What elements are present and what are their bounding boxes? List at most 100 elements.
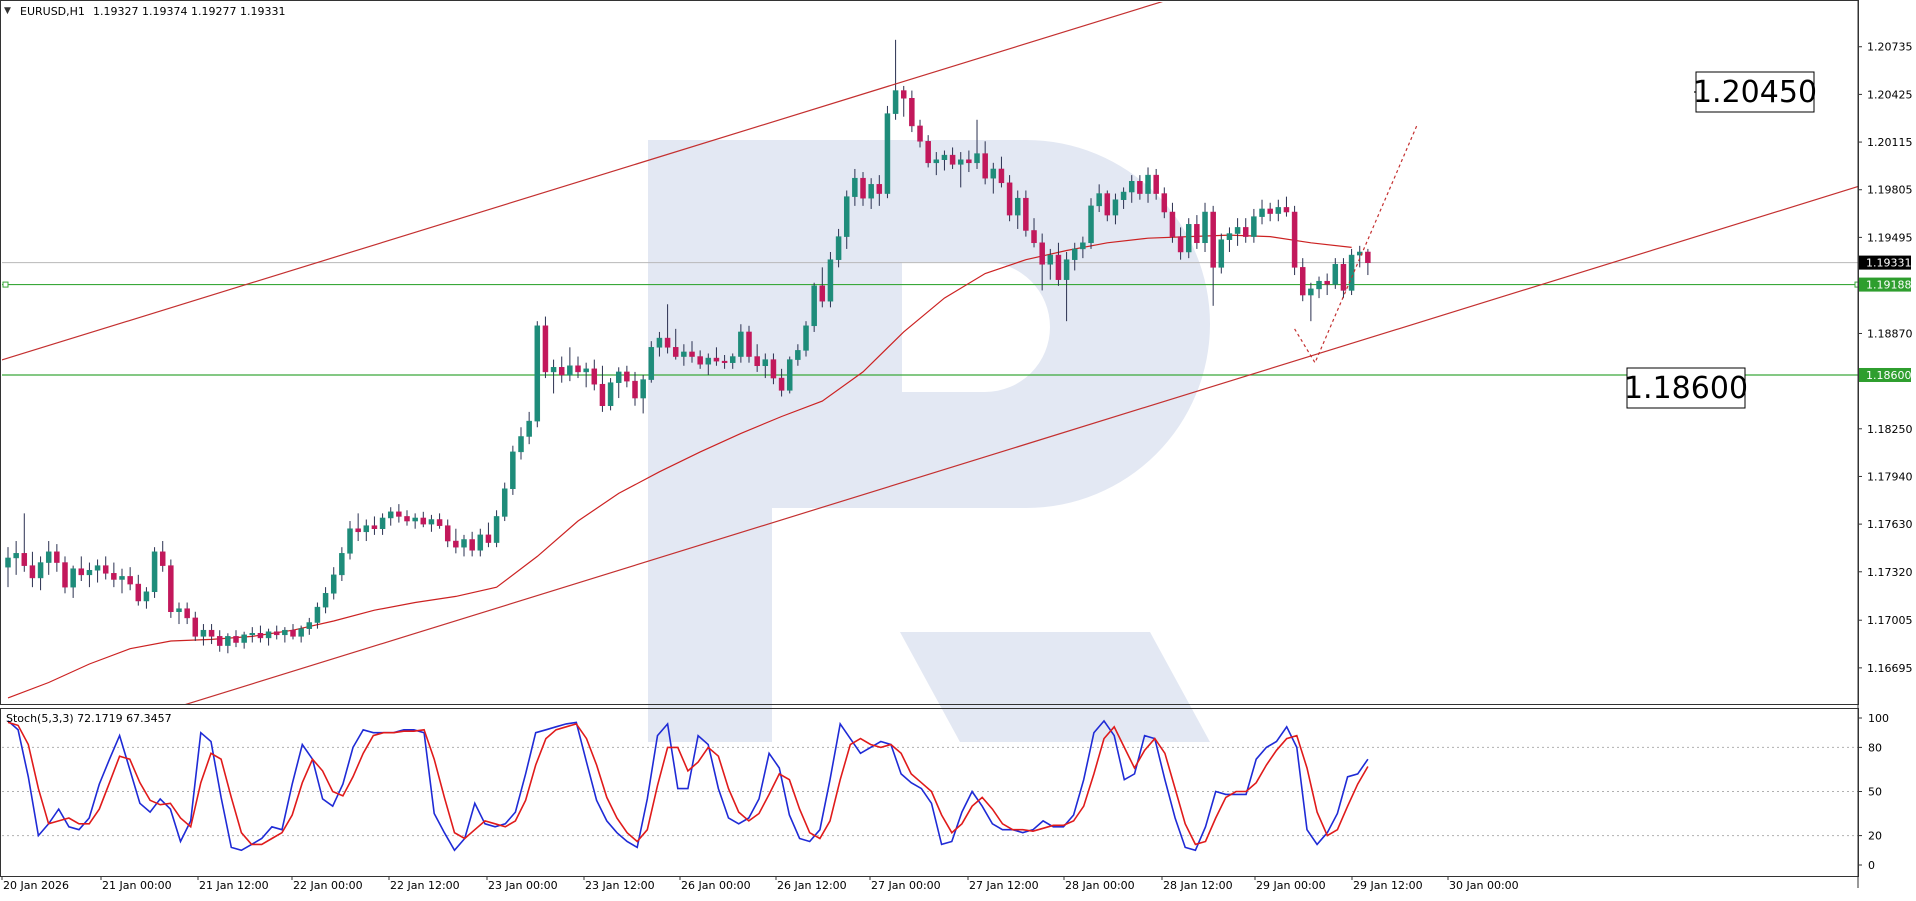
chart-symbol-label: EURUSD,H1 [20, 5, 85, 18]
price-axis-tick-label: 1.20115 [1867, 136, 1913, 149]
candle [1031, 218, 1037, 248]
candle-body [607, 382, 614, 406]
candle-body [998, 168, 1005, 184]
candle-body [1259, 208, 1265, 217]
candle-body [591, 368, 598, 385]
candle [306, 617, 313, 635]
candle [998, 156, 1005, 188]
candle-body [550, 367, 557, 373]
candle [770, 353, 777, 385]
candle-body [45, 551, 52, 563]
level1-price-tag: 1.19188 [1859, 277, 1912, 292]
candle-body [1332, 264, 1339, 285]
candle [298, 625, 304, 643]
candle-body [754, 356, 760, 367]
candle-body [1210, 211, 1216, 268]
candle [534, 321, 541, 428]
candle-body [493, 516, 500, 543]
time-axis-tick-label: 23 Jan 00:00 [488, 879, 558, 892]
candle [200, 624, 207, 646]
header-dropdown-icon[interactable]: ▼ [4, 6, 11, 16]
stochastic-axis-tick-label: 0 [1868, 859, 1875, 872]
candle [241, 631, 247, 649]
stochastic-signal-line [7, 721, 1369, 846]
candle [127, 567, 133, 591]
candle [729, 353, 736, 369]
candle-body [290, 629, 296, 637]
candle [632, 371, 638, 406]
candle [1080, 236, 1086, 259]
candle [501, 482, 508, 522]
candle [925, 135, 931, 168]
candle-body [469, 539, 475, 551]
candle-body [966, 159, 972, 164]
candle [1161, 187, 1168, 219]
candle-body [681, 351, 687, 357]
candle-body [811, 285, 817, 327]
candle [941, 150, 948, 171]
candle [1014, 190, 1021, 229]
candle [453, 528, 459, 554]
candle-body [355, 528, 361, 533]
time-axis-tick-label: 28 Jan 12:00 [1163, 879, 1233, 892]
candle-body [1291, 211, 1298, 268]
channel-trend-line [2, 2, 1164, 361]
candle-body [746, 331, 752, 357]
time-axis-tick-label: 29 Jan 12:00 [1353, 879, 1423, 892]
candle [1356, 245, 1363, 268]
candle-body [640, 379, 646, 399]
candle-body [1308, 288, 1314, 296]
candle [738, 324, 744, 363]
candle [135, 574, 142, 606]
candle-body [860, 177, 866, 199]
candle [518, 427, 524, 460]
candle [216, 630, 223, 652]
candle-body [1177, 236, 1184, 253]
candle-body [477, 534, 484, 551]
candle [1259, 199, 1265, 225]
candle [1137, 175, 1143, 200]
watermark-leg [900, 632, 1210, 742]
candle [1267, 202, 1273, 222]
candle [713, 347, 720, 366]
main-plot-frame [0, 0, 1859, 705]
candle [640, 374, 646, 414]
candle-body [729, 356, 736, 363]
candle-body [111, 573, 117, 580]
candle [1251, 208, 1257, 243]
time-axis-tick-label: 20 Jan 2026 [3, 879, 69, 892]
candle [13, 541, 19, 575]
candle-body [404, 516, 410, 522]
candle [966, 150, 972, 173]
candle [225, 633, 231, 654]
candle-body [1031, 230, 1037, 244]
moving-average-layer [7, 234, 1352, 699]
candle [599, 365, 606, 412]
candle [290, 624, 296, 640]
stochastic-axis-tick-label: 100 [1868, 712, 1889, 725]
candle [876, 175, 883, 206]
candle [21, 513, 28, 572]
candle-body [249, 633, 256, 636]
candle-body [1283, 207, 1290, 213]
candle-body [461, 539, 467, 548]
candle [1316, 276, 1322, 299]
candle-body [884, 113, 891, 194]
candle-body [322, 593, 329, 608]
candle [184, 602, 190, 625]
candle [339, 547, 345, 582]
stochastic-header-label: Stoch(5,3,3) 72.1719 67.3457 [6, 712, 172, 725]
price-axis-tick-label: 1.17940 [1867, 470, 1913, 483]
candle [151, 547, 158, 598]
candle [1145, 167, 1151, 203]
candle-body [567, 365, 573, 376]
candle [322, 587, 329, 614]
candle [803, 321, 809, 357]
candle [363, 519, 370, 542]
candle [355, 513, 361, 542]
candle-body [510, 451, 516, 490]
candle [70, 565, 76, 598]
candle [607, 378, 614, 411]
candle-body [314, 606, 321, 623]
time-axis-tick-label: 21 Jan 00:00 [102, 879, 172, 892]
